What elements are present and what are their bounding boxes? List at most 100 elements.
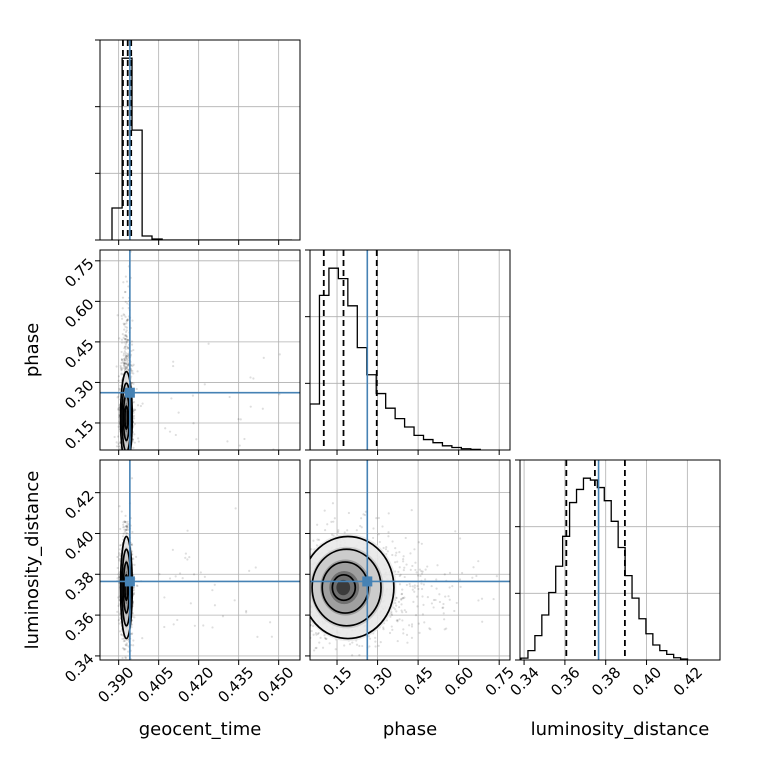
sample-point	[123, 528, 126, 531]
outlier-point	[254, 566, 257, 569]
sample-point	[117, 619, 120, 622]
x-tick-label-luminosity_distance: 0.36	[547, 663, 583, 699]
sample-point	[403, 609, 406, 612]
sample-point	[126, 354, 130, 357]
sample-point	[382, 546, 385, 550]
sample-point	[118, 387, 121, 390]
sample-point	[125, 335, 129, 338]
sample-point	[389, 615, 392, 618]
panel-phase-luminosity_distance	[305, 459, 511, 665]
sample-point	[428, 627, 431, 630]
sample-point	[124, 356, 127, 359]
sample-point	[405, 583, 408, 587]
sample-point	[424, 568, 427, 571]
sample-point	[132, 382, 135, 385]
sample-point	[401, 619, 404, 622]
sample-point	[122, 640, 125, 643]
sample-point	[315, 544, 319, 547]
sample-point	[125, 320, 128, 323]
sample-point	[471, 576, 474, 579]
sample-point	[132, 592, 135, 596]
sample-point	[119, 527, 122, 531]
sample-point	[326, 523, 329, 526]
outlier-point	[172, 623, 175, 626]
sample-point	[401, 597, 404, 600]
sample-point	[125, 356, 128, 359]
sample-point	[412, 600, 415, 604]
sample-point	[325, 637, 328, 640]
sample-point	[125, 367, 128, 370]
sample-point	[403, 596, 406, 599]
sample-point	[424, 578, 427, 581]
sample-point	[410, 625, 414, 628]
sample-point	[391, 628, 394, 631]
sample-point	[120, 338, 124, 341]
hist-panel-geocent_time-content	[111, 40, 292, 240]
outlier-point	[186, 558, 189, 561]
sample-point	[396, 560, 399, 563]
sample-point	[430, 584, 433, 588]
sample-point	[396, 620, 399, 623]
outlier-point	[137, 437, 140, 440]
sample-point	[120, 350, 123, 354]
sample-point	[413, 548, 416, 551]
sample-point	[117, 445, 120, 448]
sample-point	[417, 587, 420, 591]
contour-level-1.5	[121, 548, 132, 627]
sample-point	[492, 597, 495, 601]
sample-point	[442, 612, 445, 615]
sample-point	[124, 643, 127, 646]
sample-point	[121, 637, 124, 641]
outlier-point	[256, 635, 259, 638]
sample-point	[126, 319, 129, 322]
sample-point	[121, 361, 125, 364]
sample-point	[126, 319, 129, 322]
sample-point	[387, 531, 390, 534]
sample-point	[445, 627, 448, 630]
sample-point	[123, 520, 127, 523]
sample-point	[131, 319, 134, 322]
outlier-point	[278, 353, 281, 356]
sample-point	[379, 640, 382, 644]
sample-point	[121, 367, 124, 370]
y-tick-label-phase: 0.60	[61, 295, 97, 331]
sample-point	[123, 314, 126, 317]
sample-point	[118, 548, 121, 551]
sample-point	[117, 435, 120, 438]
sample-point	[409, 585, 412, 588]
sample-point	[397, 570, 400, 573]
sample-points	[113, 250, 281, 500]
sample-point	[438, 593, 441, 596]
sample-point	[118, 622, 121, 625]
sample-point	[399, 573, 402, 576]
sample-point	[409, 568, 412, 571]
sample-point	[382, 627, 385, 631]
sample-point	[351, 654, 354, 657]
sample-point	[402, 632, 405, 635]
sample-point	[124, 529, 127, 532]
sample-point	[414, 614, 418, 617]
sample-point	[123, 345, 127, 348]
outlier-point	[176, 618, 179, 622]
sample-point	[120, 359, 124, 362]
sample-point	[132, 414, 136, 418]
sample-point	[133, 417, 136, 420]
contour-level-0.5	[331, 573, 357, 602]
sample-point	[123, 520, 126, 523]
density-shade-4	[336, 579, 351, 596]
sample-point	[120, 317, 124, 320]
sample-point	[130, 633, 133, 636]
panel-geocent_time-phase-grid	[100, 250, 300, 450]
sample-point	[119, 367, 123, 370]
sample-point	[387, 535, 390, 538]
sample-point	[404, 536, 407, 540]
sample-point	[125, 532, 128, 535]
sample-point	[125, 326, 129, 329]
sample-point	[451, 585, 454, 588]
sample-point	[332, 520, 335, 523]
outlier-point	[245, 498, 247, 500]
sample-point	[472, 566, 475, 569]
sample-point	[122, 521, 125, 524]
sample-point	[413, 584, 416, 587]
sample-point	[117, 425, 120, 428]
